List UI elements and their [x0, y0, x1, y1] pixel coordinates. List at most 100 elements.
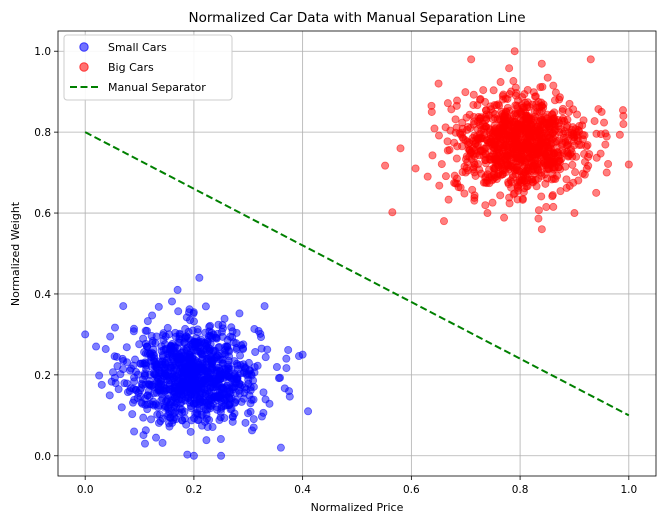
big-car-point: [562, 175, 571, 184]
big-car-point: [381, 161, 390, 170]
big-car-point: [535, 107, 544, 116]
big-car-point: [552, 143, 561, 152]
small-car-point: [194, 415, 203, 424]
big-car-point: [549, 81, 558, 90]
small-car-point: [154, 418, 163, 427]
small-car-point: [282, 364, 291, 373]
small-car-point: [304, 407, 313, 416]
small-car-point: [114, 385, 123, 394]
small-car-point: [200, 375, 209, 384]
big-car-point: [507, 87, 516, 96]
small-car-point: [152, 433, 161, 442]
big-car-point: [555, 136, 564, 145]
big-car-point: [578, 169, 587, 178]
big-car-point: [581, 157, 590, 166]
big-car-point: [503, 117, 512, 126]
big-car-point: [550, 163, 559, 172]
small-car-point: [280, 384, 289, 393]
small-car-point: [213, 329, 222, 338]
small-car-point: [154, 302, 163, 311]
big-car-point: [536, 83, 545, 92]
small-car-point: [126, 366, 135, 375]
small-car-point: [194, 341, 203, 350]
small-car-point: [131, 355, 140, 364]
small-car-point: [177, 395, 186, 404]
big-car-point: [461, 168, 470, 177]
big-car-point: [520, 162, 529, 171]
small-car-point: [149, 369, 158, 378]
small-car-point: [276, 443, 285, 452]
small-car-point: [201, 328, 210, 337]
small-car-point: [169, 347, 178, 356]
small-car-point: [145, 380, 154, 389]
small-car-point: [235, 309, 244, 318]
y-axis-label: Normalized Weight: [9, 201, 22, 306]
big-car-point: [492, 156, 501, 165]
big-car-point: [506, 176, 515, 185]
small-car-point: [210, 375, 219, 384]
big-car-point: [439, 217, 448, 226]
big-car-point: [534, 214, 543, 223]
big-car-point: [411, 164, 420, 173]
big-car-point: [434, 79, 443, 88]
big-car-point: [600, 118, 609, 127]
big-car-point: [548, 192, 557, 201]
big-car-point: [471, 139, 480, 148]
legend-marker-small-cars: [79, 42, 89, 52]
big-car-point: [573, 110, 582, 119]
small-car-point: [178, 416, 187, 425]
small-car-point: [130, 427, 139, 436]
big-car-point: [488, 198, 497, 207]
big-car-point: [469, 163, 478, 172]
big-car-point: [578, 130, 587, 139]
big-car-point: [499, 90, 508, 99]
big-car-point: [505, 64, 514, 73]
big-car-point: [524, 125, 533, 134]
big-car-point: [543, 73, 552, 82]
small-car-point: [202, 339, 211, 348]
big-car-point: [571, 168, 580, 177]
big-car-point: [461, 88, 470, 97]
x-tick-label: 0.2: [186, 484, 203, 496]
big-car-point: [586, 55, 595, 64]
big-car-point: [490, 114, 499, 123]
separator-line: [84, 131, 630, 417]
big-car-point: [444, 195, 453, 204]
small-car-point: [265, 399, 274, 408]
small-car-point: [137, 379, 146, 388]
small-car-point: [183, 450, 192, 459]
small-car-point: [122, 379, 131, 388]
small-car-point: [195, 360, 204, 369]
big-car-point: [601, 129, 610, 138]
small-car-point: [214, 351, 223, 360]
small-car-point: [148, 311, 157, 320]
big-car-point: [601, 140, 610, 149]
small-car-point: [95, 371, 104, 380]
small-car-point: [123, 388, 132, 397]
big-car-point: [492, 101, 501, 110]
x-tick-label: 0.6: [403, 484, 420, 496]
big-car-point: [517, 135, 526, 144]
small-car-point: [272, 362, 281, 371]
big-car-point: [462, 155, 471, 164]
small-car-point: [117, 403, 126, 412]
small-car-point: [128, 410, 137, 419]
big-car-point: [564, 107, 573, 116]
small-car-point: [142, 365, 151, 374]
small-car-point: [178, 371, 187, 380]
big-car-point: [537, 132, 546, 141]
small-car-point: [174, 338, 183, 347]
ticks: 0.0 0.2 0.4 0.6 0.8 1.0 0.0 0.2 0.4 0.6 0.8 1.0: [34, 46, 637, 496]
small-car-point: [235, 380, 244, 389]
big-car-point: [428, 151, 437, 160]
big-car-point: [615, 130, 624, 139]
big-car-point: [469, 90, 478, 99]
small-car-point: [263, 345, 272, 354]
legend-label-big-cars: Big Cars: [108, 61, 154, 74]
small-car-point: [249, 415, 258, 424]
big-car-point: [443, 137, 452, 146]
small-car-point: [192, 393, 201, 402]
big-car-point: [472, 132, 481, 141]
big-car-point: [465, 145, 474, 154]
